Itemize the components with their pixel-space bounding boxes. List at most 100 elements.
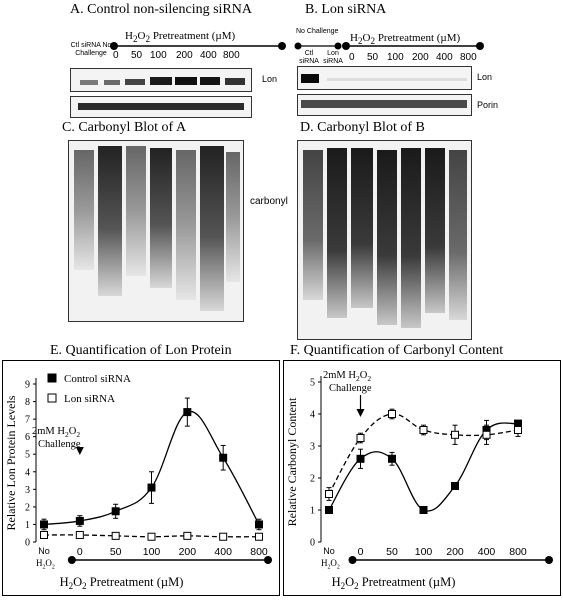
panel-b-conc: 0 (349, 52, 355, 63)
legend-label: Lon siRNA (64, 393, 115, 405)
y-tick-label: 0 (25, 538, 30, 549)
y-tick-label: 5 (25, 450, 30, 461)
annotation: Challenge (38, 439, 81, 450)
y-tick-label: 2 (310, 474, 315, 485)
data-point (325, 506, 333, 514)
panel-b-no-challenge: No Challenge (296, 28, 339, 35)
data-point (40, 520, 48, 529)
panel-b-conc: 200 (412, 52, 429, 63)
data-point (356, 454, 365, 463)
data-point (40, 530, 48, 539)
data-point (325, 490, 333, 498)
panel-b-conc: 100 (387, 52, 404, 63)
carbonyl-blot-d (297, 140, 472, 340)
y-tick-label: 3 (310, 442, 315, 453)
carbonyl-label: carbonyl (250, 196, 288, 207)
x-tick-label: H2O2 (36, 558, 55, 570)
data-point (451, 430, 459, 439)
data-point (111, 531, 120, 540)
legend-marker (47, 393, 57, 403)
chart-f: 0 1 2 3 4 5 Relative Carbonyl Content No H2O2 0 50… (283, 360, 561, 596)
data-point (419, 506, 428, 514)
panel-a-header-graphic (110, 42, 286, 50)
data-point (219, 453, 228, 462)
x-tick-label: 800 (509, 546, 527, 558)
data-point (219, 532, 228, 541)
y-tick-label: 1 (310, 506, 315, 517)
data-point (75, 530, 84, 539)
data-point (514, 426, 522, 434)
porin-blot-b (297, 94, 472, 116)
panel-b-conc: 400 (436, 52, 453, 63)
x-tick-label: 200 (446, 546, 464, 558)
legend-marker (47, 373, 57, 383)
x-tick-label: 50 (386, 546, 398, 558)
panel-c-title: C. Carbonyl Blot of A (62, 120, 187, 135)
data-point (183, 408, 192, 417)
legend-label: Control siRNA (64, 373, 131, 385)
data-point (255, 532, 263, 541)
panel-a-conc: 50 (131, 50, 143, 61)
panel-b-ctl-label: Ctl siRNA (299, 50, 319, 65)
annotation: Challenge (329, 383, 372, 394)
x-tick-label: 0 (77, 546, 83, 558)
lon-label-b: Lon (477, 72, 493, 82)
y-tick-label: 1 (25, 520, 30, 531)
panel-f-title: F. Quantification of Carbonyl Content (290, 343, 504, 358)
y-tick-label: 2 (25, 502, 30, 513)
data-point (183, 531, 192, 540)
porin-label: Porin (477, 100, 499, 110)
chart-frame (2, 360, 280, 596)
porin-blot-a (70, 96, 252, 118)
x-tick-label: 50 (110, 546, 122, 558)
data-point (75, 516, 84, 525)
panel-a-ctl-label: Ctl siRNA No Challenge (70, 42, 112, 57)
data-point (451, 482, 459, 490)
x-tick-label: 800 (250, 546, 268, 558)
data-point (147, 532, 156, 541)
treatment-bar-end (545, 556, 553, 564)
annotation: 2mM H2O2 (32, 426, 80, 439)
y-tick-label: 4 (25, 467, 30, 478)
y-tick-label: 5 (310, 378, 315, 389)
panel-a-treatment: H2O2 Pretreatment (µM) (125, 30, 236, 45)
x-tick-label: 100 (415, 546, 433, 558)
x-tick-label: 400 (478, 546, 496, 558)
data-point (388, 410, 396, 418)
chart-e: 0 1 2 3 4 5 6 7 8 9 Relative Lon Protein Levels No H… (2, 360, 280, 596)
y-axis-label: Relative Lon Protein Levels (4, 395, 18, 530)
y-tick-label: 3 (25, 485, 30, 496)
x-tick-label: 100 (143, 546, 161, 558)
lon-blot-b (297, 66, 472, 90)
carbonyl-blot-c (68, 140, 244, 322)
panel-a-conc: 200 (176, 50, 193, 61)
y-tick-label: 0 (310, 538, 315, 549)
panel-b-treatment: H2O2 Pretreatment (µM) (350, 32, 461, 47)
y-axis-label: Relative Carbonyl Content (285, 397, 299, 526)
treatment-bar-end (264, 556, 272, 564)
x-tick-label: 200 (179, 546, 197, 558)
y-tick-label: 7 (25, 415, 30, 426)
data-point (255, 520, 263, 529)
panel-a-conc: 800 (223, 50, 240, 61)
data-point (419, 426, 428, 434)
data-point (111, 507, 120, 516)
data-point (356, 434, 365, 442)
x-tick-label: No (38, 546, 50, 556)
x-tick-label: H2O2 (321, 558, 340, 570)
annotation-arrowhead (75, 447, 84, 455)
y-tick-label: 4 (310, 410, 315, 421)
panel-a-conc: 100 (150, 50, 167, 61)
lon-blot-a (70, 68, 252, 92)
data-point (482, 430, 491, 439)
panel-a-conc: 400 (200, 50, 217, 61)
panel-d-title: D. Carbonyl Blot of B (300, 120, 425, 135)
panel-b-header-graphic (294, 42, 484, 50)
panel-b-title: B. Lon siRNA (305, 2, 387, 17)
panel-a-conc: 0 (113, 50, 119, 61)
x-tick-label: 0 (358, 546, 364, 558)
y-tick-label: 6 (25, 432, 30, 443)
x-axis-label: H2O2 Pretreatment (µM) (60, 575, 184, 591)
data-point (147, 483, 156, 492)
x-tick-label: 400 (214, 546, 232, 558)
